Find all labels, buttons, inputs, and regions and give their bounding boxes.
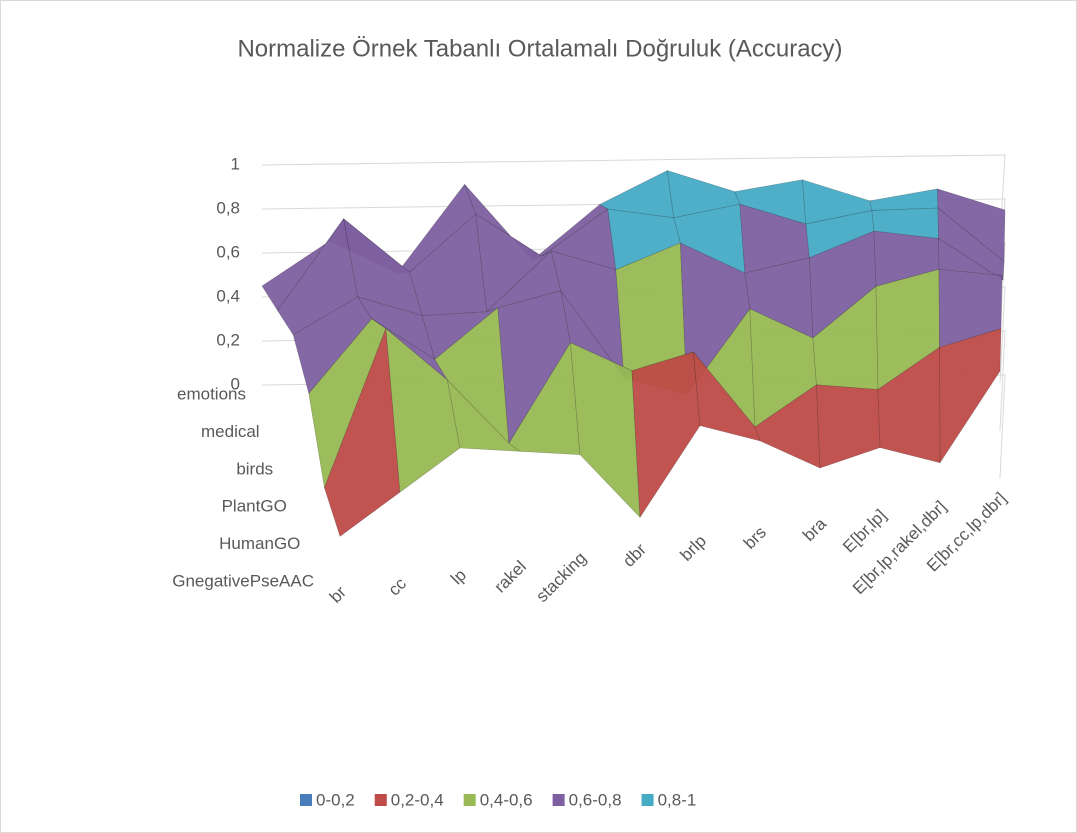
z-tick-label: 0,6 (216, 242, 240, 261)
z-tick-label: 0,4 (216, 286, 240, 305)
legend-label: 0-0,2 (316, 790, 355, 809)
depth-axis-label: emotions (177, 384, 246, 403)
depth-axis-label: medical (201, 422, 260, 441)
surface-cell (939, 328, 1002, 464)
legend-swatch (641, 794, 654, 806)
legend-swatch (463, 794, 476, 806)
z-tick-label: 0 (231, 374, 240, 393)
z-tick-label: 0,8 (216, 198, 240, 217)
legend-swatch (374, 794, 387, 806)
chart-title: Normalize Örnek Tabanlı Ortalamalı Doğru… (237, 35, 842, 62)
z-tick-label: 0,2 (216, 330, 240, 349)
legend-label: 0,2-0,4 (391, 790, 444, 809)
legend-label: 0,4-0,6 (480, 790, 533, 809)
depth-axis-label: GnegativePseAAC (172, 571, 314, 590)
legend-label: 0,6-0,8 (569, 790, 622, 809)
depth-axis-label: PlantGO (222, 497, 287, 516)
depth-axis-label: birds (236, 459, 273, 478)
legend-label: 0,8-1 (658, 790, 697, 809)
depth-axis-label: HumanGO (219, 534, 300, 553)
z-tick-label: 1 (231, 154, 240, 173)
legend-swatch (552, 794, 565, 806)
legend-swatch (300, 794, 312, 806)
